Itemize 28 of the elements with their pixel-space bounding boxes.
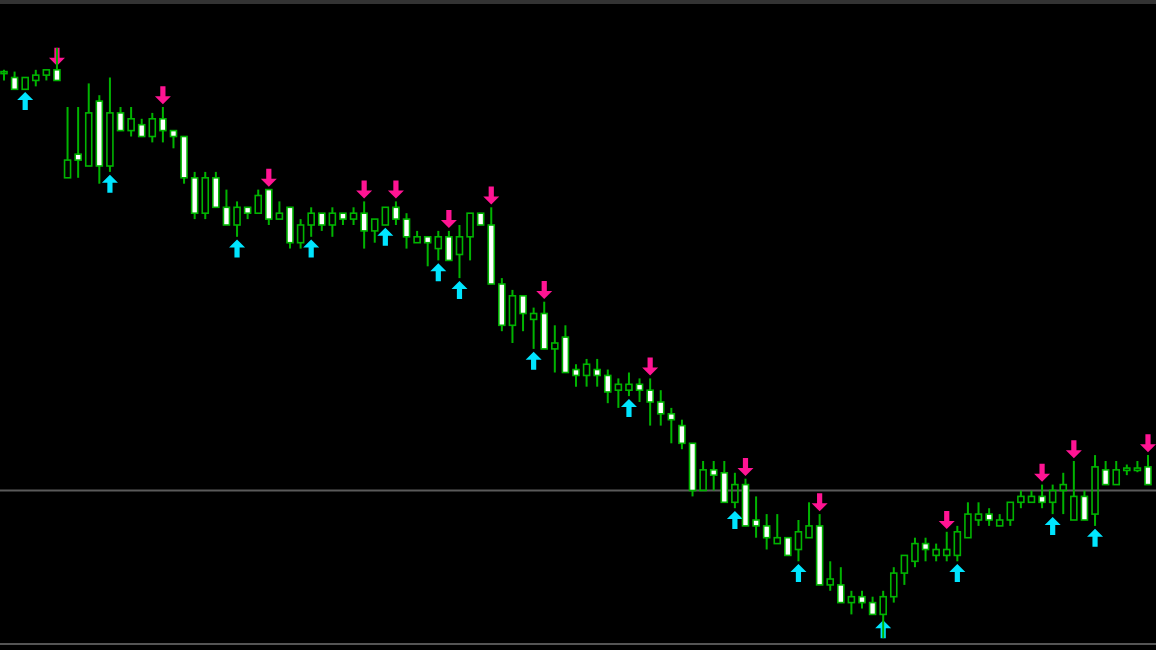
point	[303, 239, 320, 258]
point	[430, 263, 447, 282]
point	[451, 280, 468, 299]
point	[536, 280, 553, 299]
point	[356, 180, 373, 199]
point	[17, 92, 34, 111]
point	[790, 564, 807, 583]
point	[377, 227, 394, 246]
point	[229, 239, 246, 258]
point	[440, 210, 457, 229]
point	[642, 357, 659, 376]
point	[1034, 463, 1051, 482]
point	[1044, 516, 1061, 535]
point	[726, 511, 743, 529]
point	[938, 511, 955, 529]
point	[737, 457, 754, 476]
point	[620, 398, 637, 417]
point	[260, 168, 277, 187]
point	[811, 493, 828, 512]
point	[1065, 440, 1082, 459]
point	[483, 186, 500, 205]
point	[154, 86, 171, 105]
point	[387, 180, 404, 199]
point	[1087, 528, 1104, 547]
point	[1140, 434, 1156, 453]
point	[949, 564, 966, 583]
point	[101, 174, 118, 193]
point	[525, 351, 542, 370]
